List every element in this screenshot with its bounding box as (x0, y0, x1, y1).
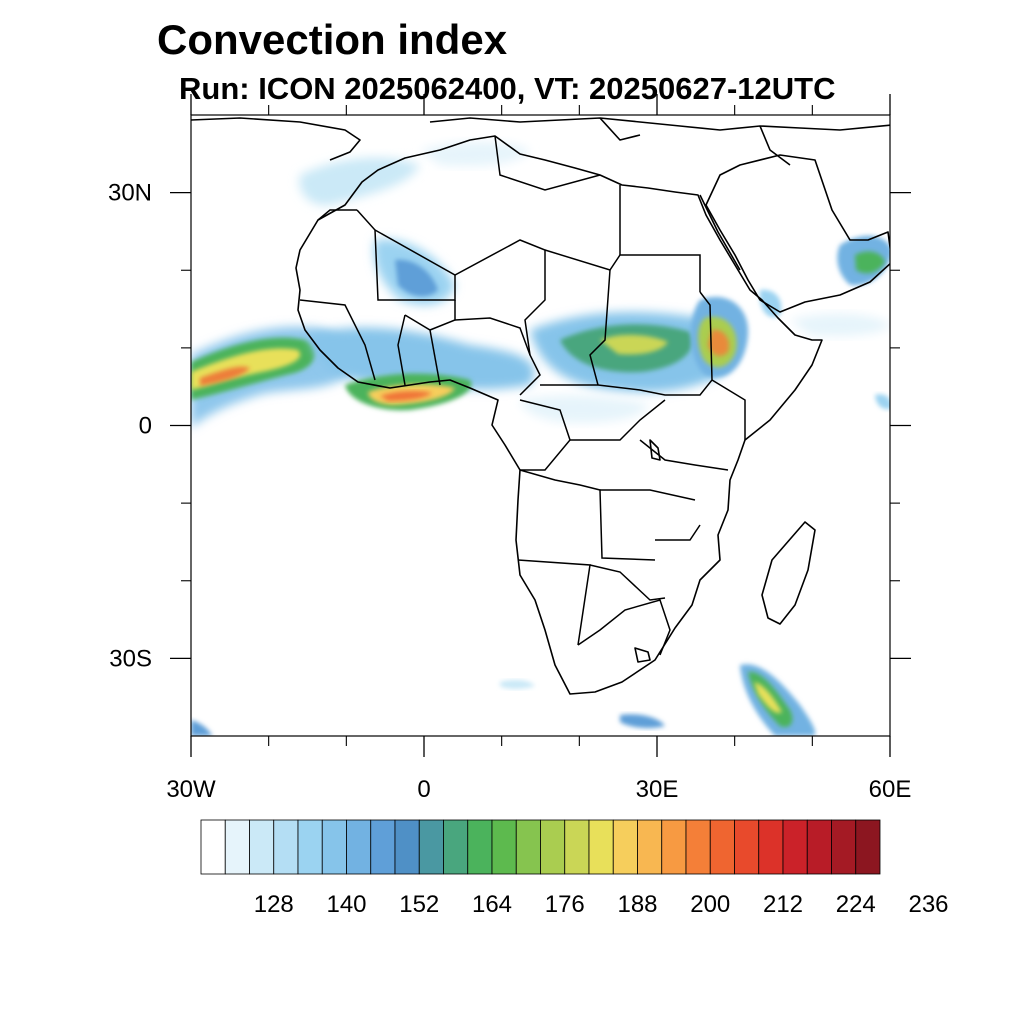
colorbar-swatch (200, 819, 226, 875)
colorbar-swatch (321, 819, 347, 875)
lat-tick-label: 0 (139, 413, 152, 440)
colorbar-swatch (637, 819, 663, 875)
colorbar-swatch (224, 819, 250, 875)
country-borders (299, 135, 746, 656)
colorbar-swatch (515, 819, 541, 875)
colorbar-label: 164 (472, 891, 512, 918)
colorbar-swatch (831, 819, 857, 875)
colorbar-swatch (685, 819, 711, 875)
colorbar-label: 200 (690, 891, 730, 918)
chart-title: Convection index (157, 16, 508, 63)
colorbar-swatch (612, 819, 638, 875)
lon-tick-label: 30W (166, 776, 216, 803)
lon-tick-label: 60E (869, 776, 912, 803)
coastlines (191, 117, 890, 695)
colorbar-label: 212 (763, 891, 803, 918)
colorbar-swatch (370, 819, 396, 875)
colorbar-swatch (564, 819, 590, 875)
map-frame (190, 114, 891, 737)
colorbar-swatch (249, 819, 275, 875)
colorbar-label: 140 (326, 891, 366, 918)
lon-tick-label: 0 (417, 776, 430, 803)
colorbar (200, 819, 881, 875)
convection-field (191, 141, 890, 736)
map-tick-labels: 30W 0 30E 60E 30N 0 30S (108, 180, 911, 803)
colorbar-labels: 128 140 152 164 176 188 200 212 224 236 (254, 891, 949, 918)
colorbar-label: 152 (399, 891, 439, 918)
colorbar-swatch (273, 819, 299, 875)
lon-tick-label: 30E (636, 776, 679, 803)
colorbar-swatch (491, 819, 517, 875)
chart-subtitle: Run: ICON 2025062400, VT: 20250627-12UTC (179, 71, 836, 106)
colorbar-label: 224 (836, 891, 876, 918)
colorbar-swatch (443, 819, 469, 875)
colorbar-swatch (734, 819, 760, 875)
colorbar-swatch (467, 819, 493, 875)
colorbar-swatch (855, 819, 881, 875)
colorbar-swatch (709, 819, 735, 875)
colorbar-swatch (806, 819, 832, 875)
colorbar-label: 176 (545, 891, 585, 918)
colorbar-swatch (297, 819, 323, 875)
lat-tick-label: 30N (108, 180, 152, 207)
colorbar-swatch (588, 819, 614, 875)
colorbar-label: 128 (254, 891, 294, 918)
colorbar-swatch (346, 819, 372, 875)
colorbar-label: 236 (908, 891, 948, 918)
colorbar-swatch (661, 819, 687, 875)
colorbar-swatch (394, 819, 420, 875)
colorbar-swatch (782, 819, 808, 875)
colorbar-swatch (540, 819, 566, 875)
colorbar-label: 188 (617, 891, 657, 918)
map-ticks (170, 94, 911, 757)
colorbar-swatch (758, 819, 784, 875)
lat-tick-label: 30S (109, 645, 152, 672)
colorbar-swatch (418, 819, 444, 875)
